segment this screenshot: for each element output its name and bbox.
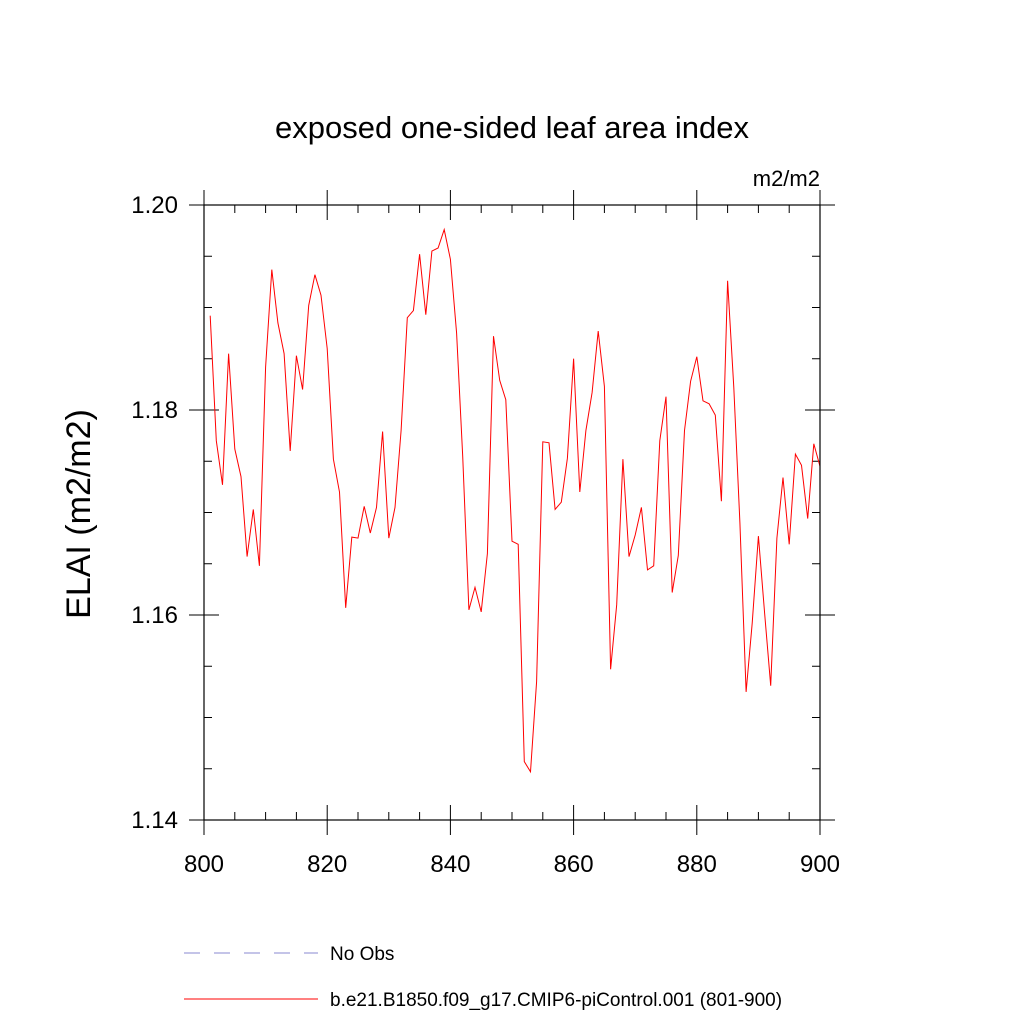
legend-label: No Obs (330, 944, 394, 965)
x-tick-label: 800 (184, 851, 224, 878)
chart-title: exposed one-sided leaf area index (275, 110, 749, 145)
series-layer (209, 227, 821, 774)
y-axis-title: ELAI (m2/m2) (60, 409, 98, 619)
axis-ticks (189, 190, 835, 835)
y-tick-label: 1.14 (131, 807, 178, 834)
series-line (209, 227, 821, 774)
plot-frame (203, 204, 821, 821)
units-label: m2/m2 (753, 166, 820, 191)
tick-labels: 800 820 840 860 880 900 1.14 1.16 1.18 1.20 (131, 192, 840, 878)
x-tick-label: 880 (677, 851, 717, 878)
legend: No Obs b.e21.B1850.f09_g17.CMIP6-piContro… (184, 944, 782, 1011)
x-tick-label: 900 (800, 851, 840, 878)
y-tick-label: 1.16 (131, 602, 178, 629)
x-tick-label: 840 (430, 851, 470, 878)
y-tick-label: 1.20 (131, 192, 178, 219)
legend-label: b.e21.B1850.f09_g17.CMIP6-piControl.001 … (330, 990, 782, 1011)
x-tick-label: 820 (307, 851, 347, 878)
y-tick-label: 1.18 (131, 397, 178, 424)
x-tick-label: 860 (554, 851, 594, 878)
